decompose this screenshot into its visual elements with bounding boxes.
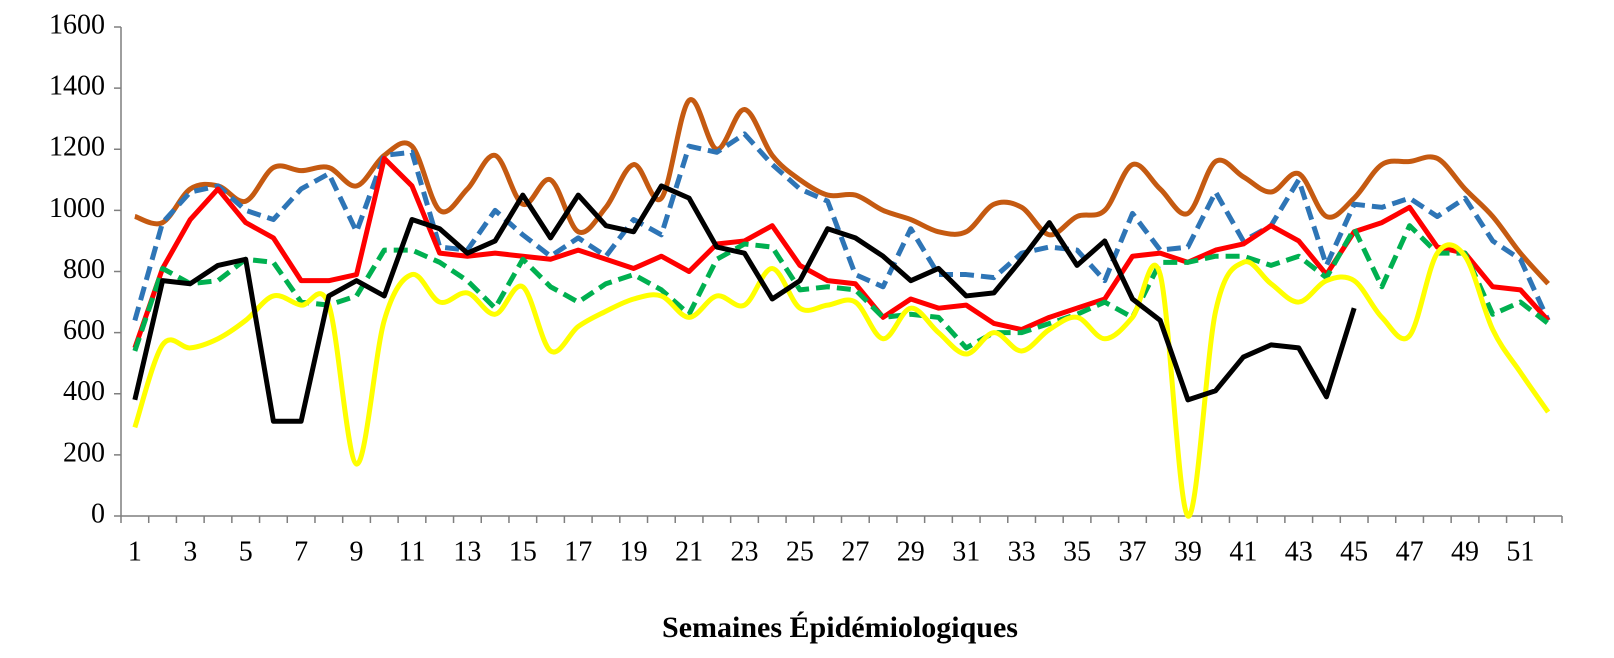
x-tick-label: 7 [294, 536, 308, 567]
x-tick-label: 25 [786, 536, 814, 567]
x-tick-label: 3 [183, 536, 197, 567]
series-line [132, 242, 1551, 519]
x-tick-label: 9 [350, 536, 364, 567]
x-tick-label: 43 [1285, 536, 1313, 567]
x-tick-label: 11 [398, 536, 425, 567]
y-tick-label: 1200 [49, 132, 105, 163]
x-tick-label: 1 [128, 536, 142, 567]
x-tick-label: 51 [1506, 536, 1534, 567]
y-tick-label: 1400 [49, 71, 105, 102]
x-tick-label: 13 [453, 536, 481, 567]
x-tick-label: 37 [1118, 536, 1146, 567]
x-tick-label: 47 [1396, 536, 1424, 567]
x-tick-label: 33 [1008, 536, 1036, 567]
y-tick-label: 1000 [49, 193, 105, 224]
x-tick-label: 31 [952, 536, 980, 567]
x-axis-title: Semaines Épidémiologiques [662, 611, 1018, 644]
x-tick-label: 15 [509, 536, 537, 567]
y-tick-label: 200 [63, 437, 105, 468]
y-tick-label: 800 [63, 254, 105, 285]
x-tick-label: 27 [841, 536, 869, 567]
y-tick-label: 600 [63, 315, 105, 346]
x-tick-label: 23 [731, 536, 759, 567]
x-tick-label: 45 [1340, 536, 1368, 567]
x-tick-label: 29 [897, 536, 925, 567]
x-tick-label: 19 [620, 536, 648, 567]
x-tick-label: 35 [1063, 536, 1091, 567]
x-tick-label: 5 [239, 536, 253, 567]
series-line [132, 183, 1357, 424]
series-line [134, 97, 1550, 286]
series-line [132, 223, 1550, 352]
x-tick-label: 39 [1174, 536, 1202, 567]
x-tick-label: 49 [1451, 536, 1479, 567]
series-line [132, 155, 1550, 349]
x-tick-label: 21 [675, 536, 703, 567]
y-tick-label: 400 [63, 376, 105, 407]
y-tick-label: 1600 [49, 9, 105, 40]
x-tick-label: 17 [564, 536, 592, 567]
x-tick-label: 41 [1229, 536, 1257, 567]
series-line [132, 131, 1551, 322]
y-tick-label: 0 [91, 498, 105, 529]
